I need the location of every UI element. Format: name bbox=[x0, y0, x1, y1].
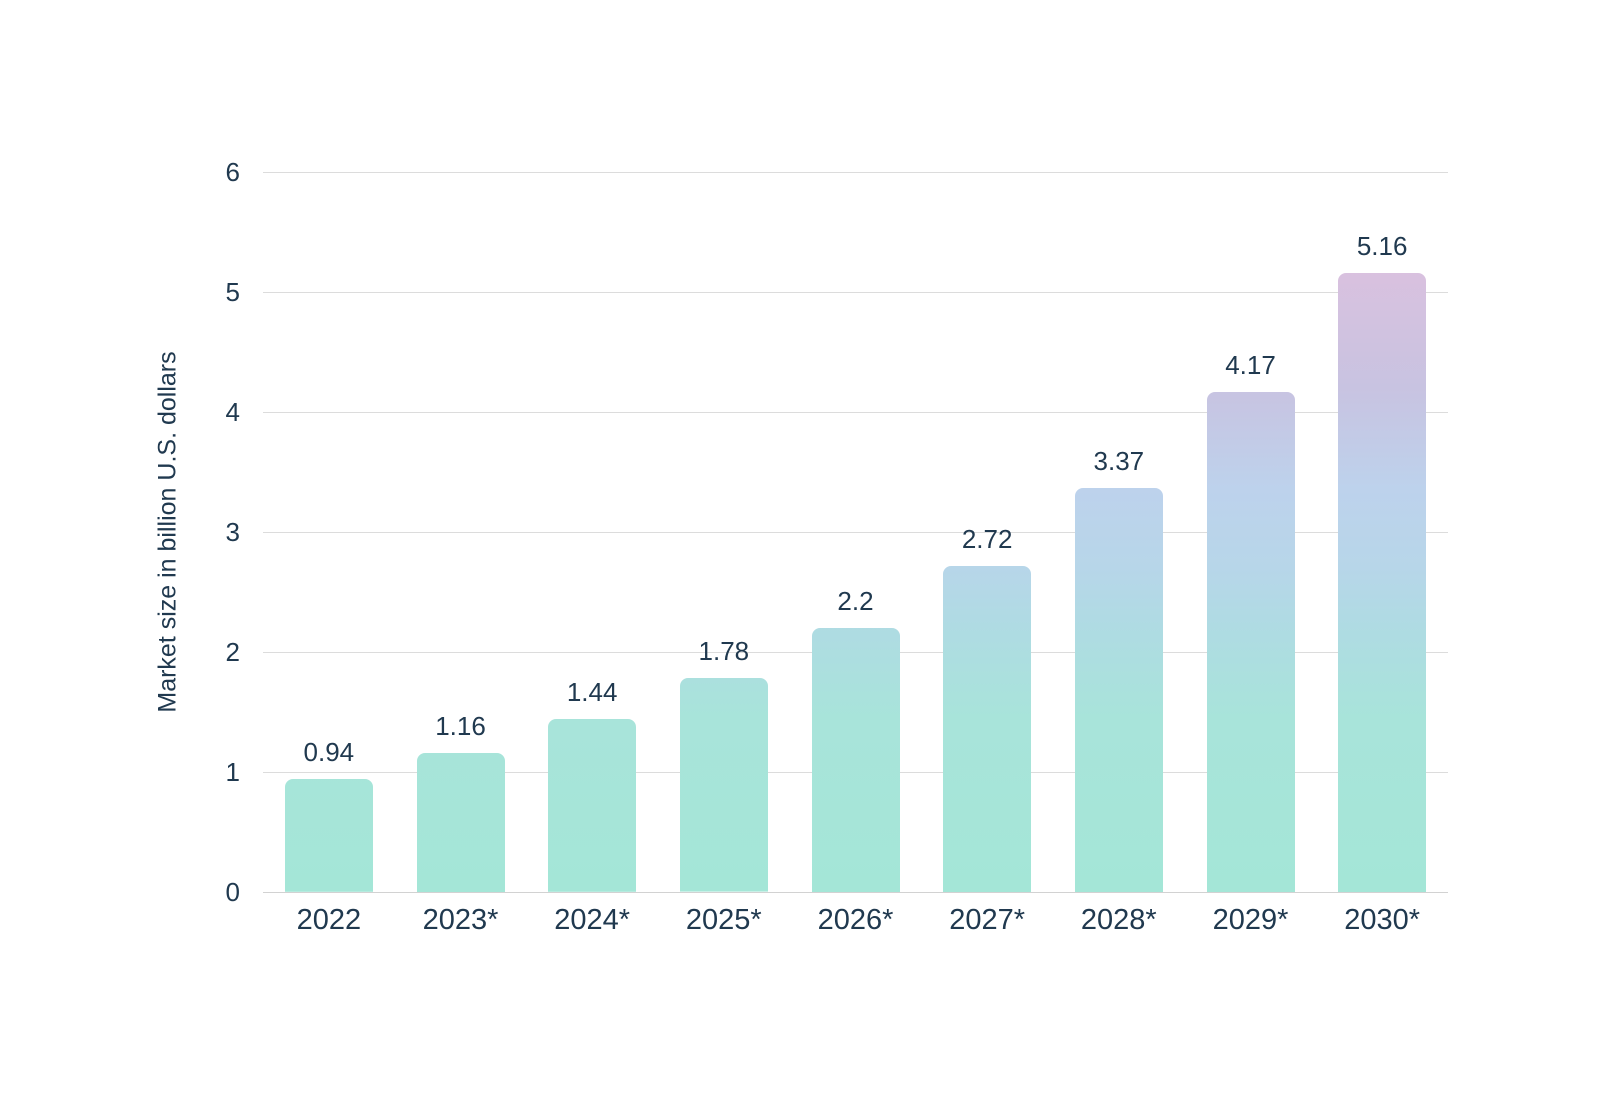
gridline bbox=[263, 411, 1448, 413]
x-tick-label: 2023* bbox=[422, 904, 499, 936]
gridline bbox=[263, 531, 1448, 533]
x-tick-label: 2024* bbox=[554, 904, 631, 936]
bar-value-label: 4.17 bbox=[1225, 349, 1276, 380]
x-tick-label: 2025* bbox=[685, 904, 762, 936]
gridline bbox=[263, 291, 1448, 293]
bar bbox=[1206, 391, 1295, 892]
x-tick-label: 2029* bbox=[1212, 904, 1289, 936]
bar bbox=[416, 752, 505, 892]
x-tick-label: 2028* bbox=[1080, 904, 1157, 936]
bar bbox=[548, 719, 637, 892]
y-tick-label: 5 bbox=[225, 277, 240, 307]
plot-area: 0.94 2022 1.16 2023* 1.44 2024* 1.78 2025* 2.2 20… bbox=[263, 171, 1448, 936]
bar-value-label: 5.16 bbox=[1356, 230, 1408, 261]
bar-value-label: 3.37 bbox=[1093, 445, 1145, 476]
bar-value-label: 1.16 bbox=[435, 710, 486, 741]
bar bbox=[1338, 272, 1427, 892]
y-tick-label: 0 bbox=[225, 877, 240, 907]
y-tick-label: 4 bbox=[225, 397, 240, 427]
bar bbox=[284, 779, 373, 892]
y-tick-label: 1 bbox=[225, 757, 240, 787]
bar-value-label: 2.2 bbox=[837, 586, 874, 616]
bar-value-label: 2.72 bbox=[961, 523, 1013, 554]
bar-value-label: 0.94 bbox=[303, 737, 355, 768]
y-tick-label: 2 bbox=[225, 637, 240, 667]
bar bbox=[1074, 487, 1163, 892]
bar bbox=[943, 565, 1032, 892]
bar bbox=[679, 678, 768, 892]
y-tick-label: 6 bbox=[225, 157, 240, 187]
bar-value-label: 1.78 bbox=[698, 636, 750, 667]
x-tick-label: 2026* bbox=[817, 904, 894, 936]
y-tick-label: 3 bbox=[225, 517, 240, 547]
x-axis-line bbox=[263, 891, 1448, 893]
bar-value-label: 1.44 bbox=[566, 677, 618, 708]
gridline bbox=[263, 171, 1448, 173]
x-tick-label: 2022 bbox=[296, 904, 362, 936]
bar bbox=[811, 628, 900, 892]
x-tick-label: 2027* bbox=[949, 904, 1026, 936]
x-tick-label: 2030* bbox=[1344, 904, 1421, 936]
